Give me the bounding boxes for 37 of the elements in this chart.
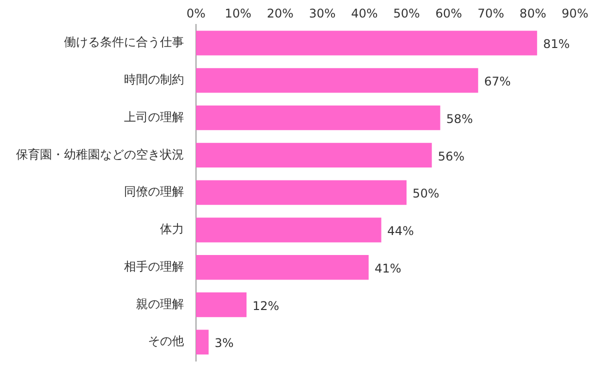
x-tick-label: 0%: [186, 6, 206, 20]
x-tick-label: 40%: [351, 6, 378, 20]
y-tick-label: その他: [148, 334, 184, 348]
x-tick-label: 70%: [477, 6, 504, 20]
x-tick-label: 30%: [308, 6, 336, 20]
y-tick-label: 親の理解: [136, 296, 184, 311]
data-label: 3%: [214, 336, 234, 350]
data-label: 81%: [543, 37, 570, 52]
bar: [196, 180, 407, 205]
data-label: 58%: [446, 112, 473, 126]
x-tick-label: 60%: [435, 6, 462, 20]
bar: [196, 292, 247, 318]
bar: [196, 68, 478, 93]
data-label: 56%: [438, 149, 464, 164]
y-tick-label: 相手の理解: [124, 259, 184, 274]
bar: [196, 218, 382, 242]
bar: [196, 106, 440, 130]
y-tick-label: 上司の理解: [124, 110, 184, 124]
x-tick-label: 80%: [520, 6, 546, 20]
data-label: 67%: [484, 74, 511, 89]
y-tick-label: 同僚の理解: [124, 184, 184, 199]
data-label: 12%: [252, 298, 280, 313]
x-tick-label: 90%: [562, 6, 588, 20]
x-tick-label: 20%: [266, 6, 294, 20]
y-tick-label: 体力: [160, 222, 184, 236]
y-tick-label: 働ける条件に合う仕事: [64, 35, 184, 50]
bar: [196, 255, 369, 280]
y-tick-label: 保育園・幼稚園などの空き状況: [16, 147, 184, 162]
y-tick-label: 時間の制約: [124, 72, 184, 87]
data-label: 44%: [387, 224, 414, 238]
data-label: 41%: [374, 261, 402, 276]
x-tick-label: 10%: [224, 6, 252, 20]
bar: [196, 30, 538, 56]
bar: [196, 142, 432, 168]
data-label: 50%: [412, 186, 440, 201]
x-tick-label: 50%: [393, 6, 420, 20]
bar: [196, 330, 209, 354]
